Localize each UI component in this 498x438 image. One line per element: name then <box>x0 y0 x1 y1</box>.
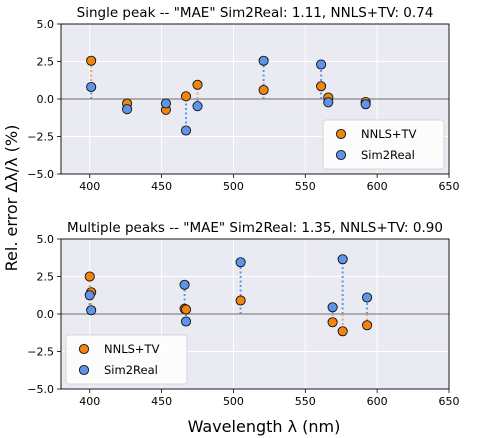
x-tick-label: 600 <box>367 395 388 408</box>
nnls-tv-point <box>258 84 269 96</box>
legend-marker-nnls-tv <box>335 128 347 140</box>
sim2real-point <box>337 254 348 265</box>
y-tick-label: −2.5 <box>27 131 54 144</box>
sim2real-point <box>235 257 246 268</box>
sim2real-point <box>327 302 338 313</box>
x-axis-label: Wavelength λ (nm) <box>188 417 341 436</box>
legend-marker-nnls-tv <box>78 343 90 355</box>
sim2real-point <box>323 97 334 108</box>
legend: NNLS+TV Sim2Real <box>65 334 188 385</box>
y-tick-label: −5.0 <box>27 168 54 181</box>
nnls-tv-point <box>180 91 192 102</box>
sim2real-point <box>86 305 97 316</box>
nnls-tv-point <box>192 79 203 90</box>
sim2real-point <box>316 59 327 70</box>
legend-label-nnls-tv: NNLS+TV <box>104 342 160 356</box>
sim2real-point <box>84 290 95 301</box>
nnls-tv-point <box>180 304 192 315</box>
x-tick-label: 500 <box>223 395 244 408</box>
y-tick-label: 5.0 <box>37 18 55 31</box>
x-tick-label: 500 <box>223 180 244 193</box>
x-tick-label: 600 <box>367 180 388 193</box>
panel-2: 400 450 500 550 600 650 5.0 2.5 0.0 −2.5 −5.0 Multi… <box>27 220 459 408</box>
nnls-tv-point <box>327 317 338 328</box>
sim2real-point <box>86 81 97 93</box>
panel-1: 400 450 500 550 600 650 5.0 2.5 0.0 −2.5 −5.0 Singl… <box>27 5 459 193</box>
nnls-tv-point <box>362 320 373 331</box>
sim2real-point <box>362 292 373 303</box>
sim2real-point <box>122 104 133 115</box>
y-axis-label: Rel. error Δλ/λ (%) <box>2 125 21 272</box>
x-tick-label: 650 <box>439 180 460 193</box>
chart-title: Single peak -- "MAE" Sim2Real: 1.11, NNL… <box>77 5 434 21</box>
sim2real-point <box>180 316 192 327</box>
y-tick-label: 0.0 <box>37 93 55 106</box>
sim2real-point <box>160 98 171 109</box>
legend-label-sim2real: Sim2Real <box>104 363 158 377</box>
x-tick-label: 650 <box>439 395 460 408</box>
nnls-tv-point <box>337 326 348 337</box>
y-tick-label: −2.5 <box>27 346 54 359</box>
x-tick-label: 400 <box>79 395 100 408</box>
nnls-tv-point <box>316 81 327 92</box>
sim2real-point <box>179 279 190 290</box>
nnls-tv-point <box>84 271 95 282</box>
y-tick-label: −5.0 <box>27 383 54 396</box>
x-tick-label: 450 <box>151 395 172 408</box>
y-tick-label: 0.0 <box>37 308 55 321</box>
x-tick-label: 550 <box>295 395 316 408</box>
x-tick-label: 400 <box>79 180 100 193</box>
sim2real-point <box>192 101 203 112</box>
chart-title: Multiple peaks -- "MAE" Sim2Real: 1.35, … <box>67 220 443 236</box>
y-tick-label: 2.5 <box>37 56 55 69</box>
sim2real-point <box>258 55 269 66</box>
legend-box <box>322 119 445 170</box>
x-tick-label: 450 <box>151 180 172 193</box>
sim2real-point <box>360 99 371 110</box>
legend-label-nnls-tv: NNLS+TV <box>361 127 417 141</box>
legend-marker-sim2real <box>78 364 90 376</box>
nnls-tv-point <box>86 55 97 66</box>
legend-label-sim2real: Sim2Real <box>361 148 415 162</box>
legend-marker-sim2real <box>335 149 347 161</box>
nnls-tv-point <box>235 295 246 306</box>
x-tick-label: 550 <box>295 180 316 193</box>
legend-box <box>65 334 188 385</box>
legend: NNLS+TV Sim2Real <box>322 119 445 170</box>
y-tick-label: 2.5 <box>37 271 55 284</box>
sim2real-point <box>180 125 192 136</box>
y-tick-label: 5.0 <box>37 233 55 246</box>
